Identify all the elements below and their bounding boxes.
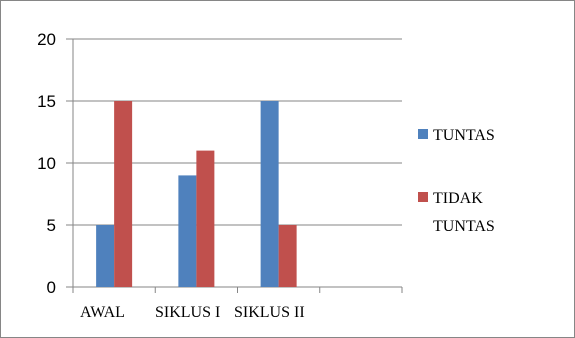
y-tick-label: 20	[37, 30, 56, 49]
y-tick-label: 10	[37, 154, 56, 173]
x-category-label: SIKLUS I	[155, 304, 220, 321]
bar-tidak-tuntas	[114, 101, 133, 287]
legend-label: TUNTAS	[433, 127, 495, 144]
legend-swatch	[418, 129, 428, 139]
legend-label: TIDAK	[433, 190, 483, 207]
legend-swatch	[418, 192, 428, 202]
y-tick-label: 5	[47, 216, 56, 235]
y-tick-label: 0	[47, 278, 56, 297]
x-category-label: SIKLUS II	[234, 304, 305, 321]
x-category-label: AWAL	[80, 304, 125, 321]
y-tick-label: 15	[37, 92, 56, 111]
bar-tuntas	[178, 175, 197, 287]
legend-label: TUNTAS	[433, 218, 495, 235]
bar-tidak-tuntas	[196, 150, 215, 287]
bar-tuntas	[96, 225, 115, 287]
bar-tidak-tuntas	[278, 225, 297, 287]
bar-tuntas	[260, 101, 279, 287]
